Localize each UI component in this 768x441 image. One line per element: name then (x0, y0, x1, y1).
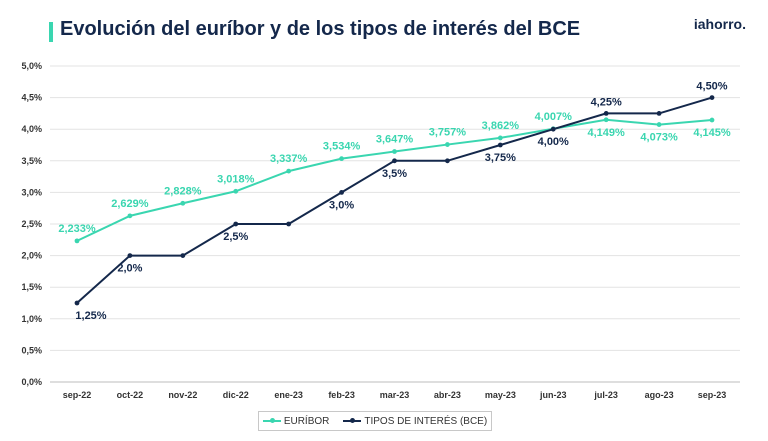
euribor-data-label: 4,145% (693, 127, 731, 139)
x-tick-label: abr-23 (434, 390, 461, 400)
y-tick-label: 2,5% (21, 219, 42, 229)
euribor-data-label: 3,757% (429, 127, 467, 139)
x-axis-ticks: sep-22 oct-22 nov-22 dic-22 ene-23 feb-23 mar-… (63, 390, 727, 400)
y-tick-label: 1,5% (21, 282, 42, 292)
x-tick-label: mar-23 (380, 390, 410, 400)
series-lines (74, 95, 715, 306)
x-tick-label: oct-22 (117, 390, 144, 400)
euribor-data-label: 3,862% (482, 120, 520, 132)
bce-data-label: 4,00% (538, 136, 569, 148)
x-tick-label: dic-22 (223, 390, 249, 400)
euribor-point (709, 117, 715, 123)
euribor-data-label: 4,149% (588, 127, 626, 139)
bce-point (603, 111, 609, 116)
euribor-data-label: 3,018% (217, 173, 255, 185)
legend-euribor-swatch (262, 418, 281, 423)
euribor-point (392, 149, 397, 154)
chart-legend: EURÍBOR TIPOS DE INTERÉS (BCE) (258, 411, 492, 431)
bce-data-label: 1,25% (75, 310, 106, 322)
bce-point (497, 142, 503, 148)
bce-data-label: 3,75% (485, 152, 516, 164)
title-accent-bar (49, 22, 53, 42)
bce-point (709, 95, 715, 100)
bce-point (339, 190, 344, 195)
y-tick-label: 0,5% (21, 345, 42, 355)
data-labels: 2,233% 2,629% 2,828% 3,018% 3,337% 3,534% 3,64… (58, 81, 731, 322)
y-tick-label: 4,0% (21, 124, 42, 134)
y-tick-label: 3,5% (21, 156, 42, 166)
y-tick-label: 3,0% (21, 187, 42, 197)
euribor-point (445, 142, 450, 147)
legend-bce-swatch (343, 418, 362, 423)
x-tick-label: nov-22 (168, 390, 197, 400)
y-tick-label: 1,0% (21, 314, 42, 324)
y-tick-label: 4,5% (21, 93, 42, 103)
euribor-data-label: 3,647% (376, 134, 414, 146)
y-axis-ticks: 0,0% 0,5% 1,0% 1,5% 2,0% 2,5% 3,0% 3,5% 4,0% 4,5%… (21, 61, 42, 387)
y-tick-label: 0,0% (21, 377, 42, 387)
x-tick-label: sep-23 (698, 390, 727, 400)
legend-euribor: EURÍBOR (262, 415, 330, 427)
x-tick-label: feb-23 (328, 390, 355, 400)
bce-data-label: 2,0% (117, 263, 142, 275)
x-tick-label: sep-22 (63, 390, 92, 400)
euribor-point (656, 122, 662, 127)
bce-data-label: 3,0% (329, 199, 354, 211)
legend-bce: TIPOS DE INTERÉS (BCE) (343, 416, 487, 427)
bce-data-label: 4,25% (591, 96, 622, 108)
euribor-data-label: 3,337% (270, 153, 308, 165)
euribor-point (180, 200, 186, 206)
bce-point (392, 158, 397, 164)
euribor-point (497, 135, 503, 141)
euribor-point (339, 156, 344, 162)
euribor-point (286, 168, 292, 174)
bce-point (656, 111, 662, 116)
euribor-point (233, 188, 239, 194)
bce-point (286, 221, 292, 227)
bce-point (127, 253, 133, 258)
bce-data-label: 2,5% (223, 231, 248, 243)
legend-euribor-label: EURÍBOR (283, 415, 330, 427)
euribor-point (127, 213, 133, 219)
bce-point (445, 158, 450, 164)
euribor-point (74, 238, 80, 244)
brand-logo: iahorro. (693, 16, 746, 32)
x-tick-label: jul-23 (593, 390, 618, 400)
y-tick-label: 2,0% (21, 251, 42, 261)
euribor-point (603, 117, 609, 123)
bce-data-label: 4,50% (696, 81, 727, 93)
euribor-data-label: 2,629% (111, 198, 149, 210)
x-tick-label: ago-23 (645, 390, 674, 400)
euribor-data-label: 4,073% (640, 132, 678, 144)
legend-bce-label: TIPOS DE INTERÉS (BCE) (364, 415, 488, 427)
bce-point (74, 300, 80, 306)
euribor-data-label: 2,233% (58, 223, 96, 235)
euribor-data-label: 2,828% (164, 185, 202, 197)
bce-point (550, 126, 556, 132)
euribor-data-label: 3,534% (323, 141, 361, 153)
bce-data-label: 3,5% (382, 168, 407, 180)
y-tick-label: 5,0% (21, 61, 42, 71)
bce-point (233, 221, 239, 227)
x-tick-label: ene-23 (274, 390, 303, 400)
x-tick-label: jun-23 (539, 390, 567, 400)
x-tick-label: may-23 (485, 390, 516, 400)
euribor-data-label: 4,007% (535, 111, 573, 123)
chart-title: Evolución del euríbor y de los tipos de … (60, 18, 581, 40)
bce-point (180, 253, 186, 258)
